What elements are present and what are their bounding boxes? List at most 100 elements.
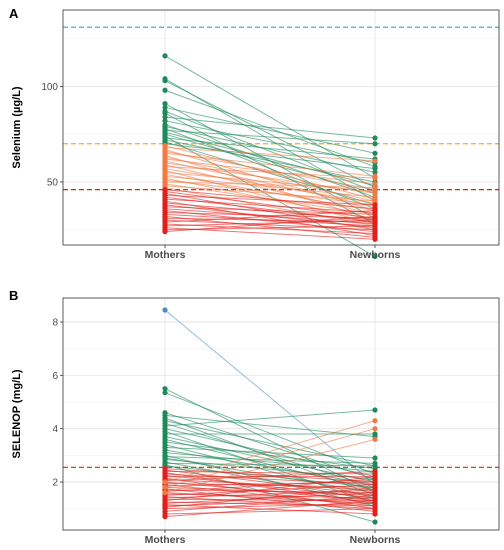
data-point [372,407,378,413]
data-point [372,506,378,512]
series-line [164,212,376,219]
data-point [372,455,378,461]
data-point [372,426,378,432]
y-axis-title: SELENOP (mg/L) [11,369,23,458]
panel-letter: A [9,6,19,21]
series-line [164,486,376,508]
data-point [372,158,378,164]
data-point [372,418,378,424]
series-line [164,210,376,223]
data-point [162,390,168,396]
series-line [164,194,376,206]
data-point [372,519,378,525]
data-point [372,253,378,260]
data-point [372,431,378,437]
panel-letter: B [9,288,18,303]
series-line [164,152,376,177]
data-point [162,78,168,84]
data-point [372,188,378,195]
chart-panel-a: A 50 100 Mothers Newborns Selenium (µg/L) [9,6,500,261]
data-point [372,198,378,204]
data-point [372,223,378,229]
plot-border [62,297,500,531]
series-line [164,501,376,507]
series-line [164,150,376,191]
series-line [164,181,376,189]
series-line [164,493,376,499]
series-line [164,198,376,214]
series-line [164,166,376,179]
series-line [164,478,376,492]
series-line [164,409,376,427]
data-point [372,135,378,141]
chart-panel-b: B 2 4 6 8 Mothers Newborns SELENOP (mg/L) [9,288,500,546]
data-point [372,185,378,191]
y-tick-label: 6 [52,371,58,382]
x-category-label: Newborns [350,534,401,546]
data-point [372,208,378,214]
series-line [164,164,376,215]
series-line [164,89,376,168]
series-line [164,496,376,510]
series-line [164,227,376,240]
data-point [162,307,168,313]
series-line [164,452,376,472]
x-category-label: Mothers [145,249,186,261]
data-point [372,227,378,233]
series-line [164,441,376,470]
data-point [372,484,378,490]
data-point [372,463,378,469]
data-point [162,479,168,485]
series-line [164,141,376,206]
series-line [164,223,376,235]
data-point [162,87,168,93]
data-point [372,175,378,181]
data-point [372,165,378,172]
data-point [372,436,378,442]
data-point [162,101,168,107]
series-line [164,478,376,491]
data-point [372,202,378,208]
plot-border [62,9,500,246]
x-category-label: Newborns [350,249,401,261]
series-line [164,420,376,483]
plot-area [63,10,499,245]
series-line [164,504,376,515]
series-line [164,206,376,215]
data-point [372,468,378,474]
series-line [164,106,376,154]
series-line [164,215,376,233]
data-point [372,492,378,498]
series-line [164,462,376,467]
y-tick-label: 4 [52,424,58,435]
y-axis-title: Selenium (µg/L) [11,86,23,168]
series-line [164,436,376,483]
data-point [372,213,378,219]
series-line [164,147,376,162]
series-line [164,500,376,518]
data-point [372,236,378,242]
data-point [372,194,378,200]
series-line [164,494,376,512]
y-tick-label: 8 [52,318,58,329]
data-point [372,141,378,147]
series-line [164,143,376,170]
series-line [164,508,376,515]
series-line [164,137,376,160]
series-line [164,189,376,210]
series-line [164,476,376,502]
series-line [164,187,376,227]
data-point [162,229,168,235]
series-line [164,219,376,231]
series-line [164,428,376,488]
series-line [164,78,376,202]
series-line [164,80,376,189]
series-line [164,175,376,198]
series-line [164,200,376,236]
data-point [372,150,378,156]
series-line [164,110,376,192]
data-point [162,386,168,392]
data-point [162,110,168,116]
series-line [164,309,376,486]
